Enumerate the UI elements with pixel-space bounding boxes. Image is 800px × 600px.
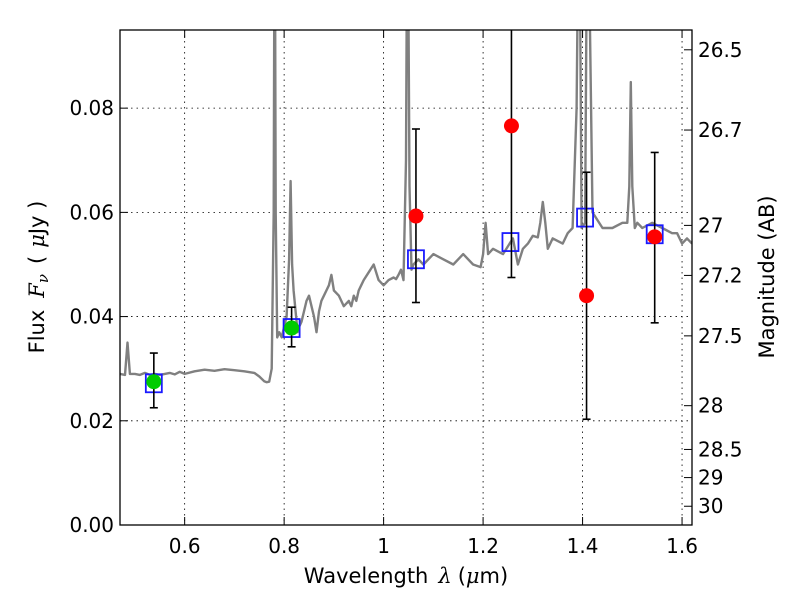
right-tick-label: 27.5 [698, 324, 743, 348]
right-tick-label: 27.2 [698, 263, 743, 287]
data-point [146, 374, 162, 390]
right-tick-label: 30 [698, 494, 723, 518]
right-tick-label: 29 [698, 466, 723, 490]
right-tick-label: 27 [698, 213, 723, 237]
x-tick-label: 0.8 [268, 534, 300, 558]
right-axis-label: Magnitude (AB) [755, 195, 779, 358]
data-point [579, 288, 595, 304]
y-tick-label: 0.02 [69, 409, 114, 433]
data-point [503, 118, 519, 134]
y-tick-label: 0.00 [69, 513, 114, 537]
x-axis-label: Wavelength λ (μm) [304, 564, 508, 588]
y-tick-label: 0.08 [69, 96, 114, 120]
x-tick-label: 1.2 [467, 534, 499, 558]
right-tick-label: 28.5 [698, 437, 743, 461]
right-tick-label: 28 [698, 394, 723, 418]
right-magnitude-axis: 26.5 26.7 27 27.2 27.5 28 28.5 29 30 [684, 38, 743, 518]
y-axis: 0.00 0.02 0.04 0.06 0.08 [69, 96, 128, 537]
y-tick-label: 0.04 [69, 305, 114, 329]
right-tick-label: 26.5 [698, 38, 743, 62]
x-tick-label: 1 [377, 534, 390, 558]
y-tick-label: 0.06 [69, 200, 114, 224]
plot-area [120, 30, 692, 421]
x-axis: 0.6 0.8 1 1.2 1.4 1.6 [169, 30, 698, 558]
x-tick-label: 0.6 [169, 534, 201, 558]
model-square [576, 207, 594, 228]
plot-frame [119, 29, 693, 526]
right-tick-label: 26.7 [698, 118, 743, 142]
data-point [408, 208, 424, 224]
data-point [284, 320, 300, 336]
x-tick-label: 1.6 [666, 534, 698, 558]
x-tick-label: 1.4 [567, 534, 599, 558]
spectrum-line [120, 30, 692, 384]
data-point [647, 229, 663, 245]
y-axis-label: FluxFν(μJy ) [25, 201, 52, 354]
model-square [501, 232, 520, 252]
